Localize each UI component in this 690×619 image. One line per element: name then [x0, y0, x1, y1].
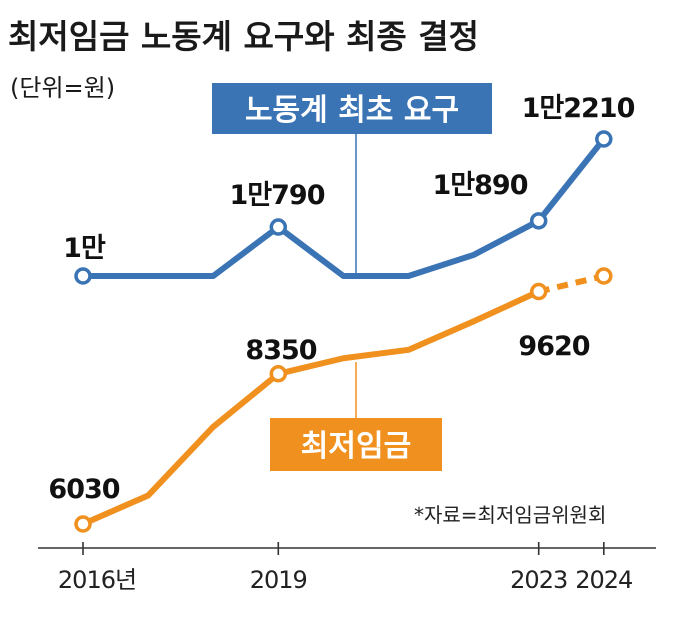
- data-label: 1만890: [433, 170, 528, 201]
- series-line-1: [80, 136, 607, 279]
- data-point-marker: [74, 267, 92, 285]
- legend-label-minwage: 최저임금: [301, 429, 411, 464]
- x-tick-label: 2016년: [58, 566, 136, 594]
- x-tick-label: 2019: [250, 566, 307, 594]
- data-label: 9620: [518, 331, 589, 362]
- legend-box-demand: 노동계 최초 요구: [212, 83, 492, 134]
- data-label: 1만790: [230, 180, 325, 211]
- source-note: *자료=최저임금위원회: [414, 503, 606, 527]
- chart-title: 최저임금 노동계 요구와 최종 결정: [8, 17, 479, 56]
- x-tick-label: 2023: [510, 566, 567, 594]
- data-point-marker: [595, 130, 613, 148]
- data-label: 8350: [245, 335, 316, 366]
- data-point-marker: [74, 515, 92, 533]
- legend-label-demand: 노동계 최초 요구: [245, 93, 459, 128]
- data-point-marker: [595, 267, 613, 285]
- data-label: 1만: [63, 233, 106, 264]
- data-point-marker: [529, 282, 548, 301]
- x-axis: 2016년 2019 2023 2024: [38, 542, 656, 594]
- plot-area: 1만 1만790 1만890 1만2210 6030 8350 9620: [48, 93, 636, 533]
- data-point-marker: [269, 218, 288, 236]
- series-line-2: [80, 288, 542, 527]
- data-point-marker: [269, 365, 288, 383]
- data-point-marker: [529, 212, 548, 230]
- unit-note: (단위=원): [10, 74, 115, 102]
- x-tick-label: 2024: [575, 566, 632, 594]
- data-label: 1만2210: [522, 93, 635, 124]
- series-line-2-projected: [538, 273, 605, 295]
- legend-box-minwage: 최저임금: [270, 418, 442, 471]
- data-label: 6030: [48, 474, 119, 505]
